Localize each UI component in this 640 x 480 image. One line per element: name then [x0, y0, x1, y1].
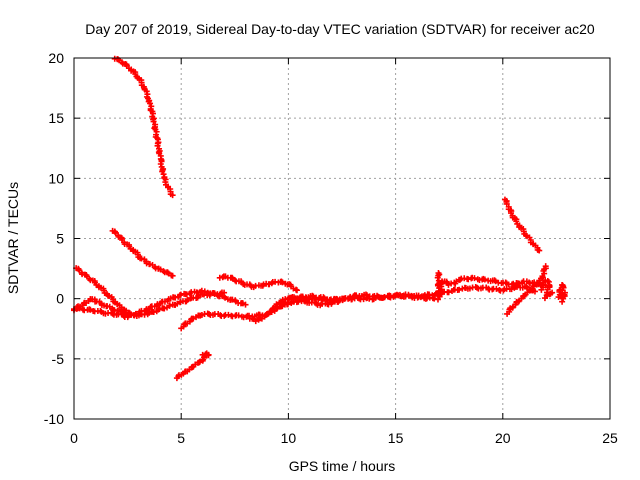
data-point [481, 276, 488, 283]
data-point [471, 275, 478, 282]
y-tick-label: 0 [56, 291, 64, 307]
data-point [327, 297, 334, 304]
data-point [493, 285, 500, 292]
data-point [157, 160, 164, 167]
data-point [221, 289, 228, 296]
data-point [381, 294, 388, 301]
x-tick-label: 15 [388, 430, 404, 446]
data-point [408, 293, 415, 300]
data-point [417, 294, 424, 301]
data-marks [71, 55, 568, 382]
series-arc-2 [109, 227, 176, 279]
data-point [199, 357, 206, 364]
data-point [173, 375, 180, 382]
data-point [242, 301, 249, 308]
data-point [434, 274, 441, 281]
x-tick-label: 10 [281, 430, 297, 446]
y-axis-title: SDTVAR / TECUs [5, 182, 21, 294]
data-point [516, 280, 523, 287]
data-point [114, 56, 121, 63]
series-arc-15 [504, 263, 549, 317]
x-tick-label: 25 [602, 430, 618, 446]
data-point [544, 278, 551, 285]
data-point [549, 289, 556, 296]
data-point [435, 291, 442, 298]
data-point [536, 247, 543, 254]
data-point [465, 276, 472, 283]
x-tick-label: 0 [70, 430, 78, 446]
x-axis-title: GPS time / hours [289, 458, 396, 474]
y-tick-label: -10 [44, 411, 64, 427]
data-point [138, 255, 145, 262]
series-arc-6 [216, 273, 300, 294]
data-point [154, 301, 161, 308]
data-point [456, 286, 463, 293]
y-tick-label: 5 [56, 231, 64, 247]
chart-title: Day 207 of 2019, Sidereal Day-to-day VTE… [85, 21, 595, 37]
series-arc-5 [71, 289, 228, 319]
data-point [542, 263, 549, 270]
series-arc-16 [538, 277, 556, 302]
data-point [293, 287, 300, 294]
x-tick-label: 20 [495, 430, 511, 446]
data-point [225, 311, 232, 318]
data-point [485, 285, 492, 292]
y-tick-label: -5 [52, 351, 65, 367]
data-point [221, 312, 228, 319]
data-point [217, 312, 224, 319]
data-point [291, 294, 298, 301]
series-arc-3 [73, 265, 133, 317]
data-point [559, 298, 566, 305]
data-point [150, 309, 157, 316]
data-point [169, 192, 176, 199]
data-point [143, 306, 150, 313]
data-point [445, 289, 452, 296]
series-arc-10 [285, 291, 438, 304]
data-point [183, 291, 190, 298]
data-point [561, 289, 568, 296]
data-point [169, 272, 176, 279]
series-arc-11 [173, 350, 212, 382]
x-tick-label: 5 [177, 430, 185, 446]
data-point [128, 311, 135, 318]
y-tick-label: 10 [48, 170, 64, 186]
data-point [457, 276, 464, 283]
data-point [284, 301, 291, 308]
data-point [491, 277, 498, 284]
data-point [436, 271, 443, 278]
data-point [235, 312, 242, 319]
y-tick-label: 20 [48, 50, 64, 66]
data-point [396, 291, 403, 298]
data-point [97, 307, 104, 314]
series-arc-14 [501, 196, 543, 254]
data-point [181, 321, 188, 328]
y-tick-label: 15 [48, 110, 64, 126]
data-point [172, 294, 179, 301]
axis-ticks: 0 5 10 15 20 25 -10 -5 0 5 10 15 20 [44, 50, 618, 446]
data-point [531, 288, 538, 295]
series-arc-17 [555, 281, 568, 305]
data-point [206, 291, 213, 298]
series-arc-1 [111, 55, 176, 199]
